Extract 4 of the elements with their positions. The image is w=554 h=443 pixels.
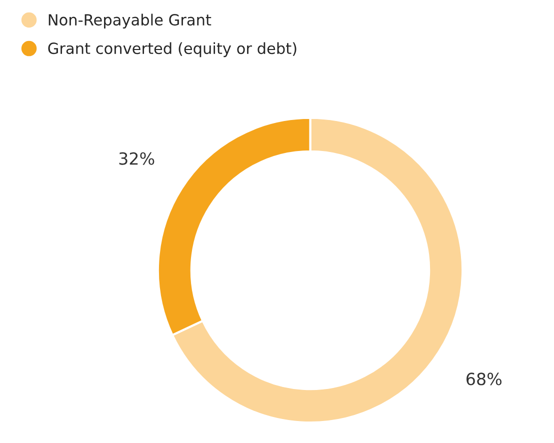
data-label: 32% <box>119 152 154 165</box>
data-label: 68% <box>466 372 502 386</box>
legend-label: Non-Repayable Grant <box>48 14 212 29</box>
legend-label: Grant converted (equity or debt) <box>48 42 296 58</box>
